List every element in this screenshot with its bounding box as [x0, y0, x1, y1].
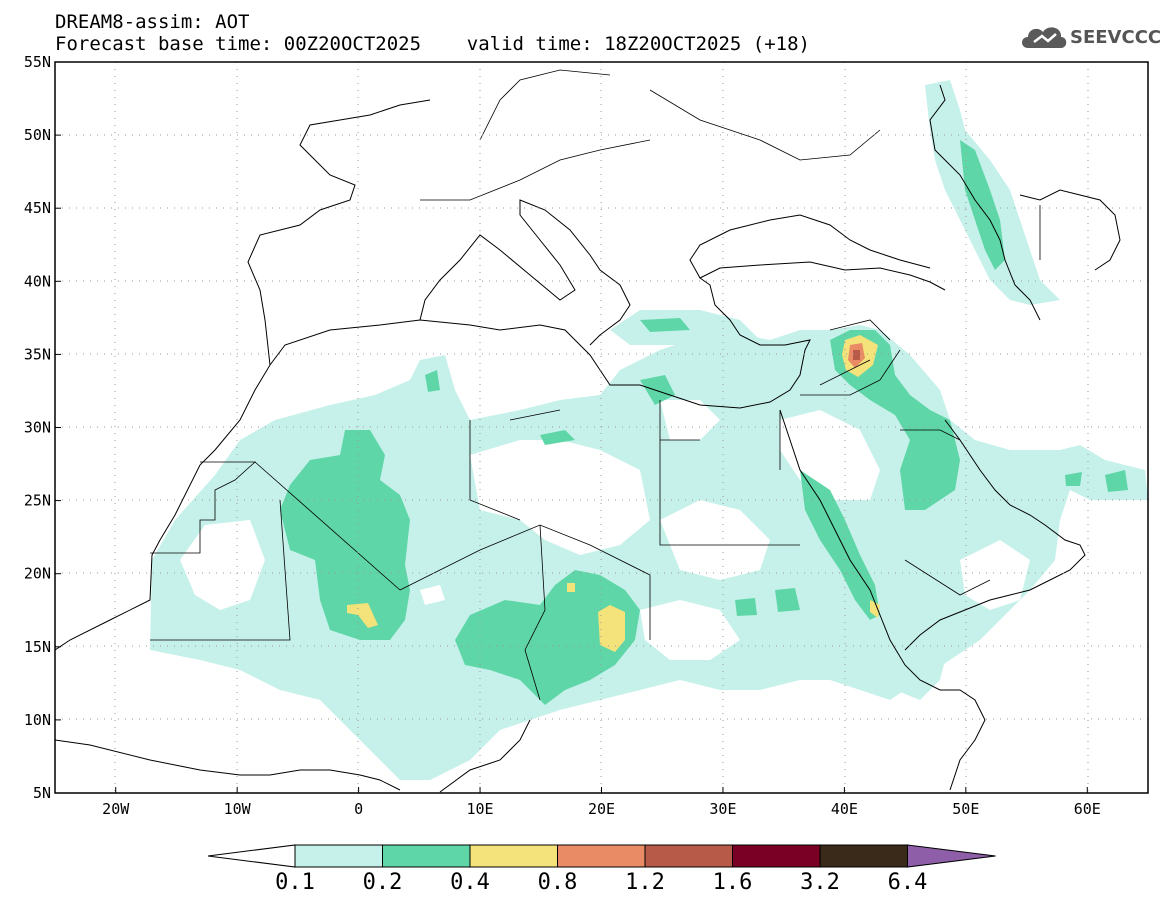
- coastlines: [55, 84, 1121, 793]
- colorbar-label: 1.2: [625, 870, 665, 895]
- colorbar: [207, 844, 996, 868]
- colorbar-label: 0.4: [450, 870, 490, 895]
- colorbar-high-arrow: [907, 844, 996, 868]
- map-title: DREAM8-assim: AOT: [55, 11, 250, 33]
- lat-tick-label: 15N: [24, 638, 51, 656]
- lon-tick-label: 60E: [1074, 800, 1101, 818]
- lon-tick-label: 30E: [709, 800, 736, 818]
- lon-tick-label: 40E: [831, 800, 858, 818]
- aot-region-peak-sudan: [598, 605, 625, 652]
- aot-region-peak-mali: [347, 603, 378, 628]
- colorbar-label: 3.2: [800, 870, 840, 895]
- lat-tick-label: 10N: [24, 711, 51, 729]
- lat-tick-label: 45N: [24, 199, 51, 217]
- colorbar-label: 0.1: [275, 870, 315, 895]
- logo-text: SEEVCCC: [1070, 27, 1162, 48]
- colorbar-segment: [557, 844, 646, 868]
- aot-region-redsea: [800, 470, 880, 620]
- colorbar-label: 0.2: [362, 870, 403, 895]
- colorbar-label: 0.8: [537, 870, 578, 895]
- colorbar-low-arrow: [207, 844, 296, 868]
- colorbar-segment: [644, 844, 733, 868]
- colorbar-segment: [294, 844, 383, 868]
- lat-tick-label: 30N: [24, 419, 51, 437]
- lat-tick-label: 50N: [24, 126, 51, 144]
- colorbar-segment: [382, 844, 471, 868]
- graticule: [55, 62, 1148, 793]
- lon-tick-label: 10W: [224, 800, 252, 818]
- lat-tick-label: 25N: [24, 492, 51, 510]
- lat-tick-label: 40N: [24, 272, 51, 290]
- lon-tick-label: 10E: [467, 800, 494, 818]
- aot-region-mali: [280, 430, 410, 640]
- lat-tick-label: 20N: [24, 565, 51, 583]
- lon-tick-label: 20W: [102, 800, 130, 818]
- aot-field: [150, 80, 1148, 780]
- colorbar-segment: [469, 844, 558, 868]
- country-borders: [150, 69, 1041, 701]
- lon-tick-label: 20E: [588, 800, 615, 818]
- lat-tick-label: 55N: [24, 53, 51, 71]
- lat-tick-label: 35N: [24, 345, 51, 363]
- cloud-logo-icon: [1022, 27, 1067, 48]
- forecast-time-label: Forecast base time: 00Z20OCT2025 valid t…: [55, 33, 810, 55]
- colorbar-segment: [732, 844, 821, 868]
- aot-region-chad: [455, 570, 640, 705]
- lat-axis: 55N 50N 45N 40N 35N 30N 25N 20N 15N 10N 5N: [24, 53, 61, 802]
- aot-region-iraq: [830, 330, 960, 510]
- colorbar-label: 6.4: [887, 870, 928, 895]
- aot-region-caspian: [925, 80, 1060, 305]
- lon-axis: 20W 10W 0 10E 20E 30E 40E 50E 60E: [102, 787, 1101, 818]
- lon-tick-label: 0: [354, 800, 363, 818]
- aot-region-caspian-core: [960, 140, 1005, 270]
- colorbar-segment: [819, 844, 908, 868]
- lon-tick-label: 50E: [952, 800, 979, 818]
- colorbar-label: 1.6: [712, 870, 753, 895]
- lat-tick-label: 5N: [33, 784, 51, 802]
